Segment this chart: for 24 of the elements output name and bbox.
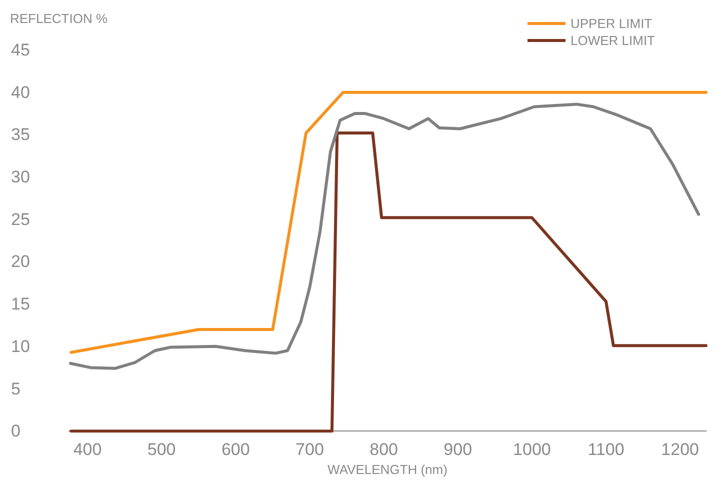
x-tick-label: 1100 xyxy=(588,440,624,460)
x-tick-label: 800 xyxy=(370,440,398,460)
y-tick-label: 40 xyxy=(11,82,30,102)
y-tick-label: 30 xyxy=(11,168,30,187)
y-tick-label: 10 xyxy=(11,336,30,356)
y-tick-label: 5 xyxy=(11,379,20,398)
y-tick-label: 25 xyxy=(11,210,30,229)
y-tick-label: 15 xyxy=(11,294,30,314)
y-tick-label: 20 xyxy=(11,252,30,272)
x-tick-label: 1000 xyxy=(513,440,551,460)
x-tick-label: 400 xyxy=(73,440,102,460)
x-axis-title: WAVELENGTH (nm) xyxy=(328,462,448,477)
legend-label: LOWER LIMIT xyxy=(570,33,656,48)
line-series xyxy=(70,131,708,433)
y-tick-label: 45 xyxy=(11,40,30,60)
y-tick-label: 35 xyxy=(11,125,30,144)
y-axis-title: REFLECTION % xyxy=(10,11,108,26)
x-tick-label: 900 xyxy=(444,440,472,460)
x-tick-label: 700 xyxy=(296,440,324,460)
x-tick-label: 600 xyxy=(221,440,250,460)
x-tick-label: 500 xyxy=(147,440,176,460)
x-tick-label: 1200 xyxy=(661,440,699,460)
legend-label: UPPER LIMIT xyxy=(570,16,652,31)
y-tick-label: 0 xyxy=(11,422,20,441)
